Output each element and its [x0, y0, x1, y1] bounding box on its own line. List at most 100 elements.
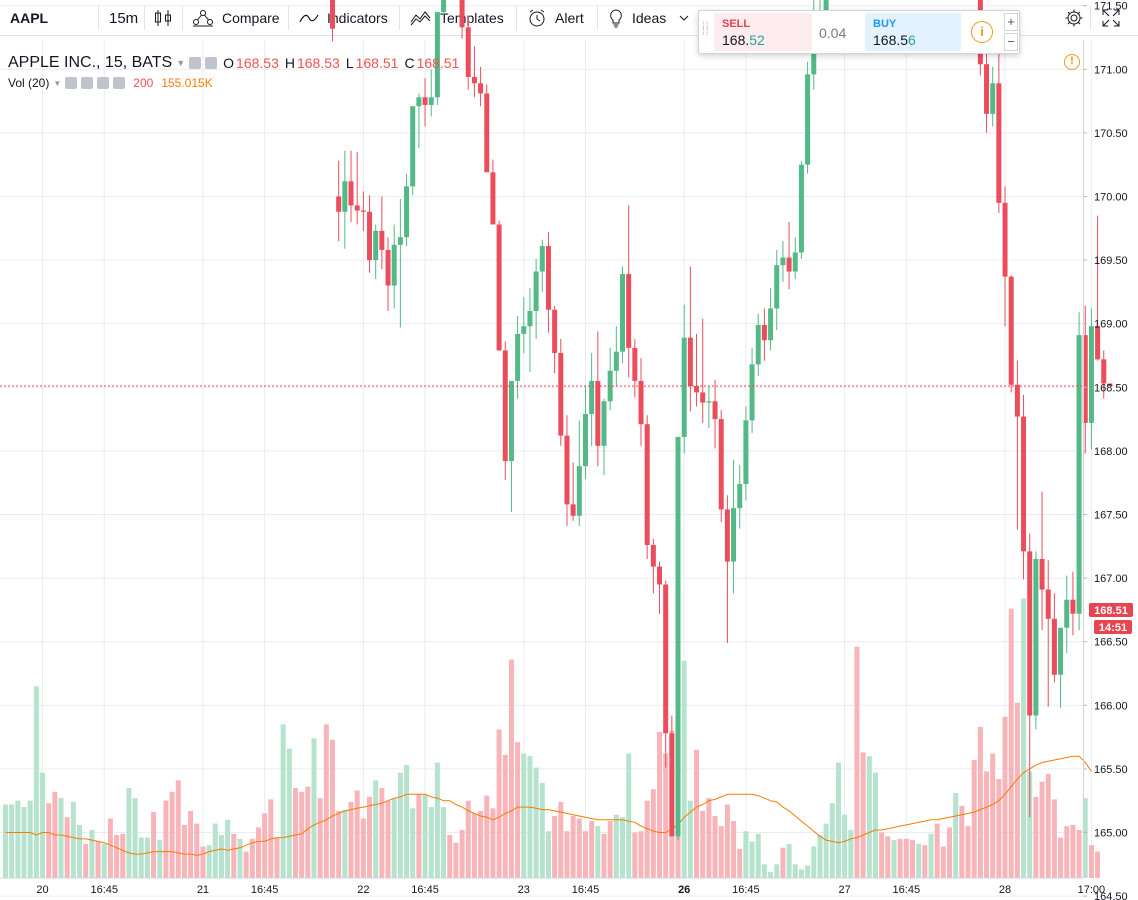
candle-body — [1058, 627, 1064, 675]
candle-body — [595, 380, 601, 446]
volume-legend[interactable]: Vol (20) ▼ 200 155.015K — [8, 75, 213, 91]
volume-bar — [866, 756, 872, 878]
volume-bar — [798, 869, 804, 878]
candle-body — [984, 64, 990, 114]
candle-body — [687, 337, 693, 387]
volume-bar — [1064, 826, 1070, 878]
candles-icon — [155, 10, 171, 26]
candle-body — [798, 164, 804, 253]
candle-body — [632, 347, 638, 381]
volume-bar — [274, 837, 280, 878]
volume-bar — [521, 753, 527, 878]
candle-body — [521, 326, 527, 334]
templates-icon — [410, 11, 431, 26]
volume-bar — [225, 819, 231, 878]
delete-icon[interactable] — [97, 77, 110, 89]
symbol-legend[interactable]: APPLE INC., 15, BATS ▼ O 168.53 H 168.53… — [8, 53, 459, 73]
volume-bar — [490, 808, 496, 878]
price-tick-label: 165.50 — [1094, 764, 1128, 776]
time-axis[interactable]: 20 16:45 21 16:45 22 16:45 23 16:45 26 16:45 27 16:… — [0, 877, 1106, 896]
candle-body — [465, 27, 471, 77]
low-value: 168.51 — [355, 55, 399, 71]
candle-body — [663, 584, 669, 734]
buy-button[interactable]: BUY 168.56 — [865, 13, 961, 51]
volume-bar — [1095, 851, 1101, 878]
caret-down-icon[interactable]: ▼ — [176, 58, 186, 68]
volume-bar — [397, 772, 403, 878]
settings-button[interactable] — [1064, 0, 1084, 36]
drag-handle-icon[interactable]: ⁞⁞ ⁞⁞ — [702, 21, 710, 38]
volume-bar — [743, 831, 749, 878]
volume-bar — [107, 818, 113, 878]
candle-body — [731, 508, 737, 562]
ideas-button[interactable]: Ideas — [608, 0, 666, 36]
eye-icon[interactable] — [189, 57, 202, 69]
price-tick-label: 170.00 — [1094, 192, 1128, 204]
last-time-tag-bg — [1094, 620, 1132, 634]
volume-bar — [1082, 798, 1088, 878]
compare-label: Compare — [222, 10, 280, 26]
toolbar-divider — [182, 6, 183, 30]
volume-bar — [101, 843, 107, 878]
volume-bar — [817, 835, 823, 878]
indicators-button[interactable]: Indicators — [299, 0, 388, 36]
volume-bar — [922, 845, 928, 878]
volume-bar — [755, 833, 761, 878]
volume-bar — [909, 840, 915, 878]
last-price-tag: 168.51 14:51 — [1089, 603, 1133, 634]
volume-bar — [132, 798, 138, 878]
volume-bar — [447, 835, 453, 878]
settings-icon[interactable] — [205, 57, 218, 69]
volume-bar — [854, 646, 860, 878]
settings-icon[interactable] — [81, 77, 94, 89]
volume-bar — [188, 810, 194, 878]
volume-bar — [792, 864, 798, 878]
candle-body — [484, 93, 490, 173]
templates-button[interactable]: Templates — [410, 0, 504, 36]
candle-body — [613, 351, 619, 371]
volume-bar — [508, 659, 514, 878]
open-label: O — [223, 55, 235, 71]
volume-bar — [280, 724, 286, 878]
volume-bar — [687, 800, 693, 878]
price-axis[interactable]: 164.50 165.00 165.50 166.00 166.50 167.00 167.… — [1083, 0, 1128, 900]
symbol-search-button[interactable]: AAPL — [10, 10, 49, 26]
alert-button[interactable]: Alert — [527, 0, 584, 36]
chart-type-button[interactable] — [154, 0, 172, 36]
warning-icon[interactable]: ! — [1064, 54, 1080, 70]
interval-button[interactable]: 15m — [109, 9, 139, 27]
volume-bar — [311, 738, 317, 878]
caret-down-icon[interactable]: ▼ — [53, 78, 62, 88]
fullscreen-button[interactable] — [1102, 0, 1120, 36]
volume-bar — [95, 841, 101, 878]
candle-body — [545, 246, 551, 310]
candle-body — [657, 566, 663, 585]
quantity-plus-button[interactable]: + — [1004, 13, 1018, 31]
candle-body — [515, 333, 521, 381]
candle-body — [669, 733, 675, 837]
quantity-minus-button[interactable]: − — [1004, 33, 1018, 51]
volume-bar — [478, 810, 484, 878]
chart-grid — [0, 5, 1092, 897]
compare-button[interactable]: Compare — [192, 0, 280, 36]
eye-icon[interactable] — [65, 77, 78, 89]
candle-body — [749, 364, 755, 421]
volume-bar — [613, 814, 619, 878]
info-icon[interactable]: i — [971, 21, 993, 43]
sell-button[interactable]: SELL 168.52 — [714, 13, 812, 51]
volume-bar — [151, 812, 157, 878]
volume-bar — [1070, 824, 1076, 878]
candles — [330, 0, 1113, 841]
toolbar-divider — [399, 6, 400, 30]
candle-body — [422, 97, 428, 105]
time-tick-label: 17:00 — [1078, 884, 1106, 896]
indicators-label: Indicators — [327, 10, 388, 26]
more-icon[interactable] — [113, 77, 126, 89]
buy-price: 168.56 — [873, 32, 916, 48]
ideas-dropdown-button[interactable] — [679, 0, 689, 36]
candle-body — [712, 401, 718, 420]
indicators-icon — [299, 14, 319, 23]
price-axis-border — [1083, 40, 1084, 878]
time-tick-label: 20 — [36, 884, 48, 896]
